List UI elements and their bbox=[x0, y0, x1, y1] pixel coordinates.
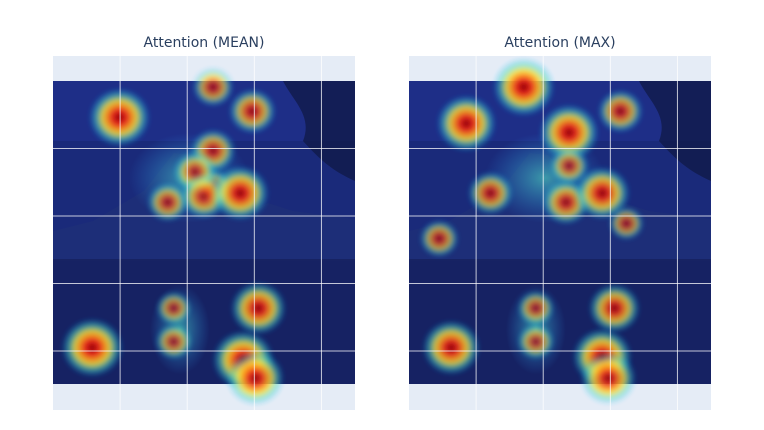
attention-hotspot bbox=[580, 351, 637, 405]
gridlines bbox=[53, 56, 355, 410]
attention-hotspot bbox=[419, 219, 460, 258]
attention-hotspot bbox=[146, 182, 189, 223]
attention-hotspot bbox=[588, 283, 641, 333]
attention-hotspot bbox=[230, 281, 287, 335]
attention-hotspot bbox=[226, 350, 285, 406]
attention-hotspot bbox=[88, 87, 151, 147]
chart-title-max: Attention (MAX) bbox=[504, 35, 616, 51]
attention-hotspot bbox=[228, 88, 277, 135]
attention-hotspot bbox=[192, 67, 235, 108]
attention-hotspot bbox=[492, 57, 555, 117]
attention-hotspot bbox=[608, 206, 645, 241]
attention-hotspot bbox=[539, 104, 600, 162]
attention-hotspot bbox=[516, 290, 555, 327]
attention-hotspot bbox=[61, 318, 124, 378]
attention-hotspot bbox=[549, 146, 590, 185]
attention-hotspot bbox=[422, 320, 481, 376]
attention-hotspot bbox=[436, 94, 497, 152]
chart-title-mean: Attention (MEAN) bbox=[143, 35, 265, 51]
attention-hotspot bbox=[597, 89, 644, 134]
attention-hotspot bbox=[516, 323, 555, 360]
attention-hotspots bbox=[419, 57, 645, 405]
attention-hotspot bbox=[467, 171, 514, 215]
gridlines bbox=[409, 56, 711, 410]
attention-hotspot bbox=[155, 291, 192, 326]
attention-hotspot bbox=[574, 166, 631, 220]
